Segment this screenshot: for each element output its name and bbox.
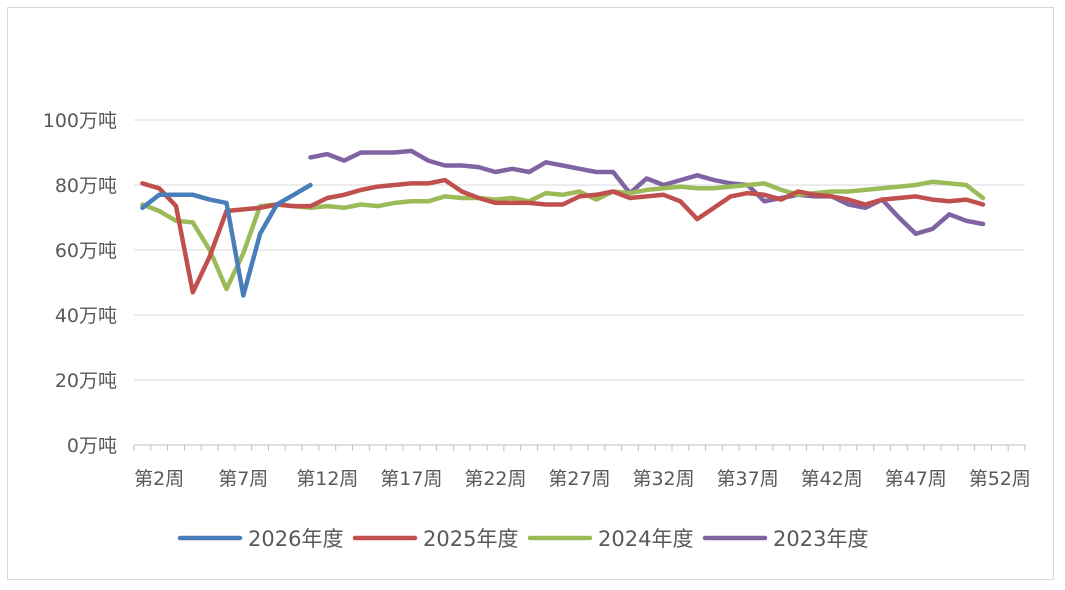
legend: 2026年度 2025年度 2024年度 2023年度 xyxy=(177,527,868,551)
x-tick-label: 第22周 xyxy=(464,468,526,490)
y-tick-label: 60万吨 xyxy=(55,240,117,262)
series-line-2025年度 xyxy=(140,177,986,295)
y-tick-label: 100万吨 xyxy=(43,110,117,132)
x-tick-label: 第12周 xyxy=(296,468,358,490)
legend-label: 2026年度 xyxy=(248,527,343,551)
x-tick-label: 第47周 xyxy=(885,468,947,490)
x-tick-label: 第42周 xyxy=(801,468,863,490)
x-tick-label: 第37周 xyxy=(717,468,779,490)
y-axis-labels: 0万吨 20万吨 40万吨 60万吨 80万吨 100万吨 xyxy=(43,110,117,457)
legend-label: 2023年度 xyxy=(773,527,868,551)
series-line-2026年度 xyxy=(140,182,313,298)
x-tick-label: 第52周 xyxy=(969,468,1031,490)
series-line-2024年度 xyxy=(140,179,986,292)
series-lines xyxy=(140,148,986,298)
x-axis xyxy=(133,444,1026,451)
y-tick-label: 20万吨 xyxy=(55,370,117,392)
x-tick-label: 第7周 xyxy=(218,468,268,490)
gridlines xyxy=(134,119,1025,381)
legend-label: 2025年度 xyxy=(423,527,518,551)
x-tick-label: 第32周 xyxy=(632,468,694,490)
y-tick-label: 0万吨 xyxy=(67,435,117,457)
y-tick-label: 80万吨 xyxy=(55,175,117,197)
x-tick-label: 第27周 xyxy=(548,468,610,490)
legend-label: 2024年度 xyxy=(598,527,693,551)
x-tick-label: 第2周 xyxy=(134,468,184,490)
x-tick-label: 第17周 xyxy=(380,468,442,490)
x-axis-labels: 第2周 第7周 第12周 第17周 第22周 第27周 第32周 第37周 第42周 第47周 第5… xyxy=(134,468,1031,490)
series-line-2023年度 xyxy=(308,148,986,237)
y-tick-label: 40万吨 xyxy=(55,305,117,327)
chart-frame xyxy=(7,7,1054,580)
